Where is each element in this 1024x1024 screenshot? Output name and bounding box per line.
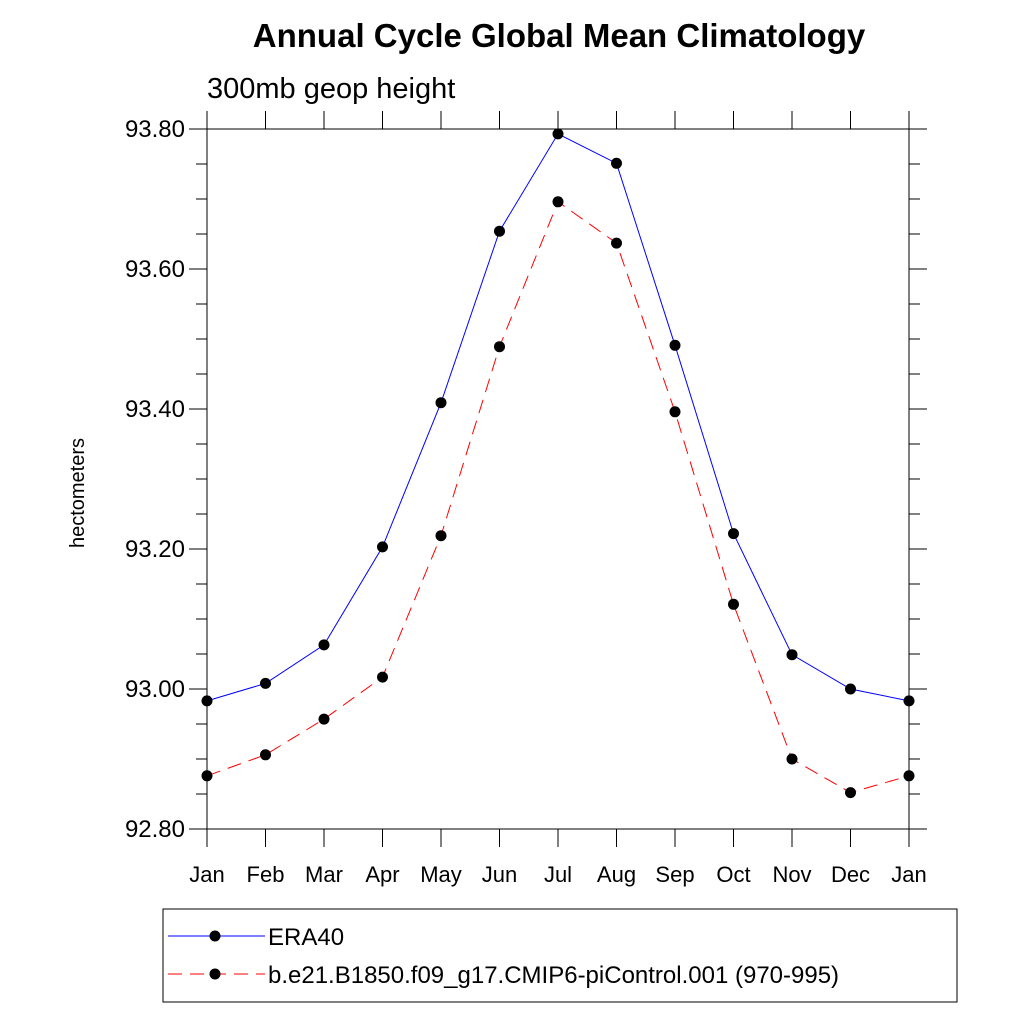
legend-label: b.e21.B1850.f09_g17.CMIP6-piControl.001 …: [268, 962, 839, 989]
data-point: [786, 649, 798, 661]
axes: 92.80 93.00 93.20 93.40 93.60 93.80 Jan Feb Mar A…: [125, 111, 927, 887]
x-tick-label: Mar: [305, 862, 343, 887]
data-point: [552, 128, 564, 140]
data-point: [318, 639, 330, 651]
y-axis-label: hectometers: [67, 438, 89, 548]
data-point: [786, 753, 798, 765]
data-point: [494, 225, 505, 237]
x-tick-label: Jun: [482, 862, 517, 887]
series-line: [206, 201, 910, 794]
data-point: [903, 695, 915, 707]
legend-items: ERA40 b.e21.B1850.f09_g17.CMIP6-piControl…: [168, 924, 839, 989]
legend-label: ERA40: [268, 924, 344, 951]
x-tick-label: Nov: [772, 862, 811, 887]
x-tick-label: Sep: [655, 862, 694, 887]
y-tick-label: 93.00: [125, 676, 185, 703]
x-tick-label: Jul: [544, 862, 572, 887]
data-point: [318, 713, 330, 725]
chart-subtitle: 300mb geop height: [207, 73, 455, 105]
legend-box: [162, 908, 958, 1003]
plot-frame: [206, 128, 910, 830]
x-tick-label: Apr: [365, 862, 399, 887]
legend-marker: [209, 930, 221, 942]
legend: ERA40 b.e21.B1850.f09_g17.CMIP6-piControl…: [162, 908, 958, 1003]
x-tick-label: Jan: [189, 862, 224, 887]
chart-title: Annual Cycle Global Mean Climatology: [253, 17, 866, 54]
data-point: [611, 157, 622, 169]
x-tick-label: May: [420, 862, 462, 887]
y-tick-label: 93.40: [125, 396, 185, 423]
y-tick-label: 92.80: [125, 816, 185, 843]
x-tick-label: Aug: [597, 862, 636, 887]
data-point: [669, 339, 681, 351]
series-2: [201, 196, 915, 799]
data-point: [611, 237, 622, 249]
x-tick-label: Dec: [831, 862, 870, 887]
data-point: [669, 406, 681, 418]
legend-marker: [209, 968, 221, 980]
data-point: [435, 397, 447, 409]
data-point: [728, 528, 739, 540]
data-point: [377, 541, 388, 553]
x-tick-label: Jan: [891, 862, 926, 887]
x-tick-label: Feb: [247, 862, 285, 887]
x-tick-label: Oct: [716, 862, 750, 887]
data-point: [903, 770, 915, 782]
data-point: [552, 196, 564, 208]
data-point: [260, 749, 271, 761]
data-point: [201, 695, 213, 707]
data-point: [845, 787, 856, 799]
series-layer: [201, 128, 915, 799]
series-1: [201, 128, 915, 707]
data-point: [494, 341, 505, 353]
y-tick-label: 93.60: [125, 256, 185, 283]
data-point: [435, 530, 447, 542]
data-point: [845, 683, 856, 695]
series-line: [206, 133, 910, 702]
y-tick-label: 93.20: [125, 536, 185, 563]
data-point: [728, 598, 739, 610]
data-point: [260, 677, 271, 689]
y-tick-label: 93.80: [125, 116, 185, 143]
data-point: [201, 770, 213, 782]
data-point: [377, 671, 388, 683]
